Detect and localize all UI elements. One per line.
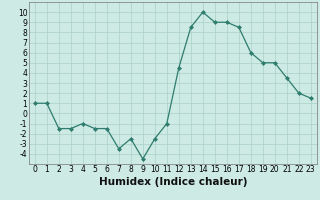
X-axis label: Humidex (Indice chaleur): Humidex (Indice chaleur): [99, 177, 247, 187]
